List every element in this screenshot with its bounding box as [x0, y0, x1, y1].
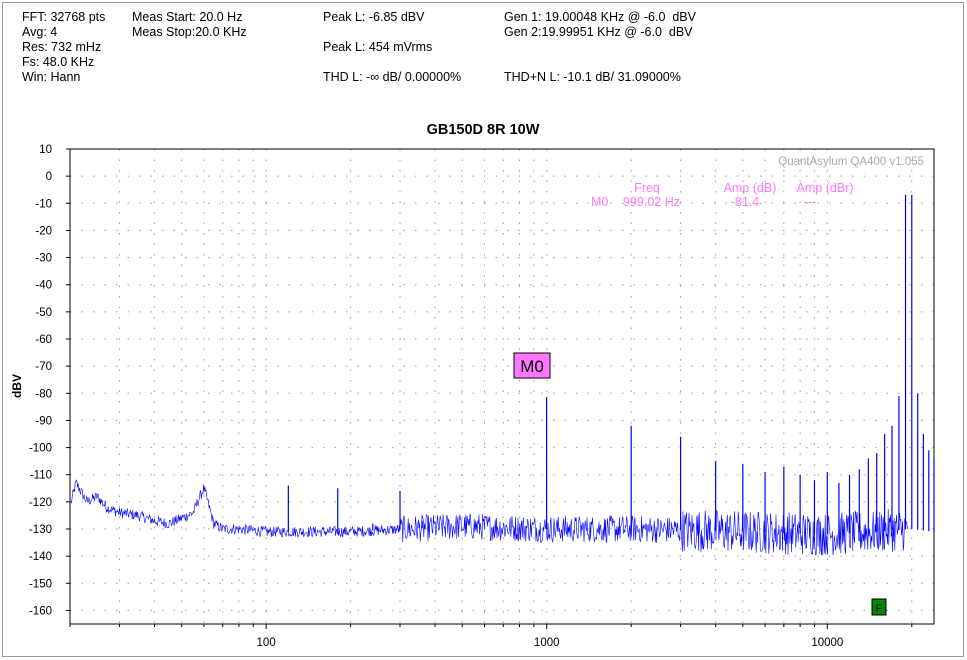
peak-dbv-readout: Peak L: -6.85 dBV	[323, 10, 425, 24]
y-tick-label: -120	[29, 497, 52, 509]
y-tick-label: -150	[29, 578, 52, 590]
gen2-readout: Gen 2:19.99951 KHz @ -6.0 dBV	[504, 25, 693, 39]
marker-amp-dbr-header: Amp (dBr)	[797, 181, 854, 195]
marker-row-amp-db: -81.4	[731, 195, 760, 209]
y-tick-label: -90	[35, 415, 52, 427]
x-tick-labels: 100 1000 10000	[257, 637, 844, 649]
y-tick-label: -160	[29, 605, 52, 617]
plot-area	[69, 148, 935, 625]
sample-rate-readout: Fs: 48.0 KHz	[22, 55, 95, 69]
averages-readout: Avg: 4	[22, 25, 58, 39]
marker-m0-box	[513, 352, 551, 379]
y-axis-label: dBV	[10, 374, 24, 398]
meas-start-readout: Meas Start: 20.0 Hz	[132, 10, 243, 24]
marker-row-amp-dbr: ---	[804, 195, 817, 209]
thdn-readout: THD+N L: -10.1 dB/ 31.09000%	[504, 70, 681, 84]
peak-mvrms-readout: Peak L: 454 mVrms	[323, 40, 433, 54]
marker-m0[interactable]: M0	[513, 352, 551, 379]
resolution-readout: Res: 732 mHz	[22, 40, 102, 54]
grid	[66, 148, 934, 629]
f-flag-label: F	[876, 603, 883, 615]
brand-watermark: QuantAsylum QA400 v1.055	[778, 156, 924, 168]
x-tick-label: 100	[257, 637, 276, 649]
chart-title: GB150D 8R 10W	[427, 122, 540, 138]
x-tick-label: 1000	[534, 637, 560, 649]
y-tick-label: -60	[35, 334, 52, 346]
y-tick-label: 10	[39, 144, 52, 156]
fft-size-readout: FFT: 32768 pts	[22, 10, 106, 24]
y-tick-label: 0	[46, 171, 52, 183]
y-tick-label: -10	[35, 198, 52, 210]
y-tick-label: -30	[35, 253, 52, 265]
marker-m0-label: M0	[520, 357, 544, 376]
y-tick-label: -50	[35, 307, 52, 319]
y-tick-label: -130	[29, 524, 52, 536]
spectrum-trace	[70, 194, 935, 556]
marker-row-name: M0	[591, 195, 608, 209]
thd-readout: THD L: -∞ dB/ 0.00000%	[323, 70, 462, 84]
y-tick-label: -70	[35, 361, 52, 373]
window-readout: Win: Hann	[22, 70, 81, 84]
y-tick-label: -40	[35, 280, 52, 292]
y-tick-label: -80	[35, 388, 52, 400]
y-tick-label: -110	[30, 470, 52, 482]
noise-floor-line	[70, 479, 908, 556]
meas-stop-readout: Meas Stop:20.0 KHz	[132, 25, 247, 39]
f-flag[interactable]: F	[871, 598, 887, 616]
y-tick-label: -20	[35, 225, 52, 237]
y-tick-labels: 10 0 -10 -20 -30 -40 -50 -60 -70 -80 -90 -100 -110 -1…	[29, 144, 52, 617]
marker-amp-db-header: Amp (dB)	[724, 181, 777, 195]
marker-row-freq: 999.02 Hz	[623, 195, 680, 209]
y-tick-label: -100	[29, 443, 52, 455]
marker-freq-header: Freq	[634, 181, 660, 195]
gen1-readout: Gen 1: 19.00048 KHz @ -6.0 dBV	[504, 10, 696, 24]
f-flag-box	[871, 598, 887, 616]
x-tick-label: 10000	[811, 637, 843, 649]
y-tick-label: -140	[29, 551, 52, 563]
